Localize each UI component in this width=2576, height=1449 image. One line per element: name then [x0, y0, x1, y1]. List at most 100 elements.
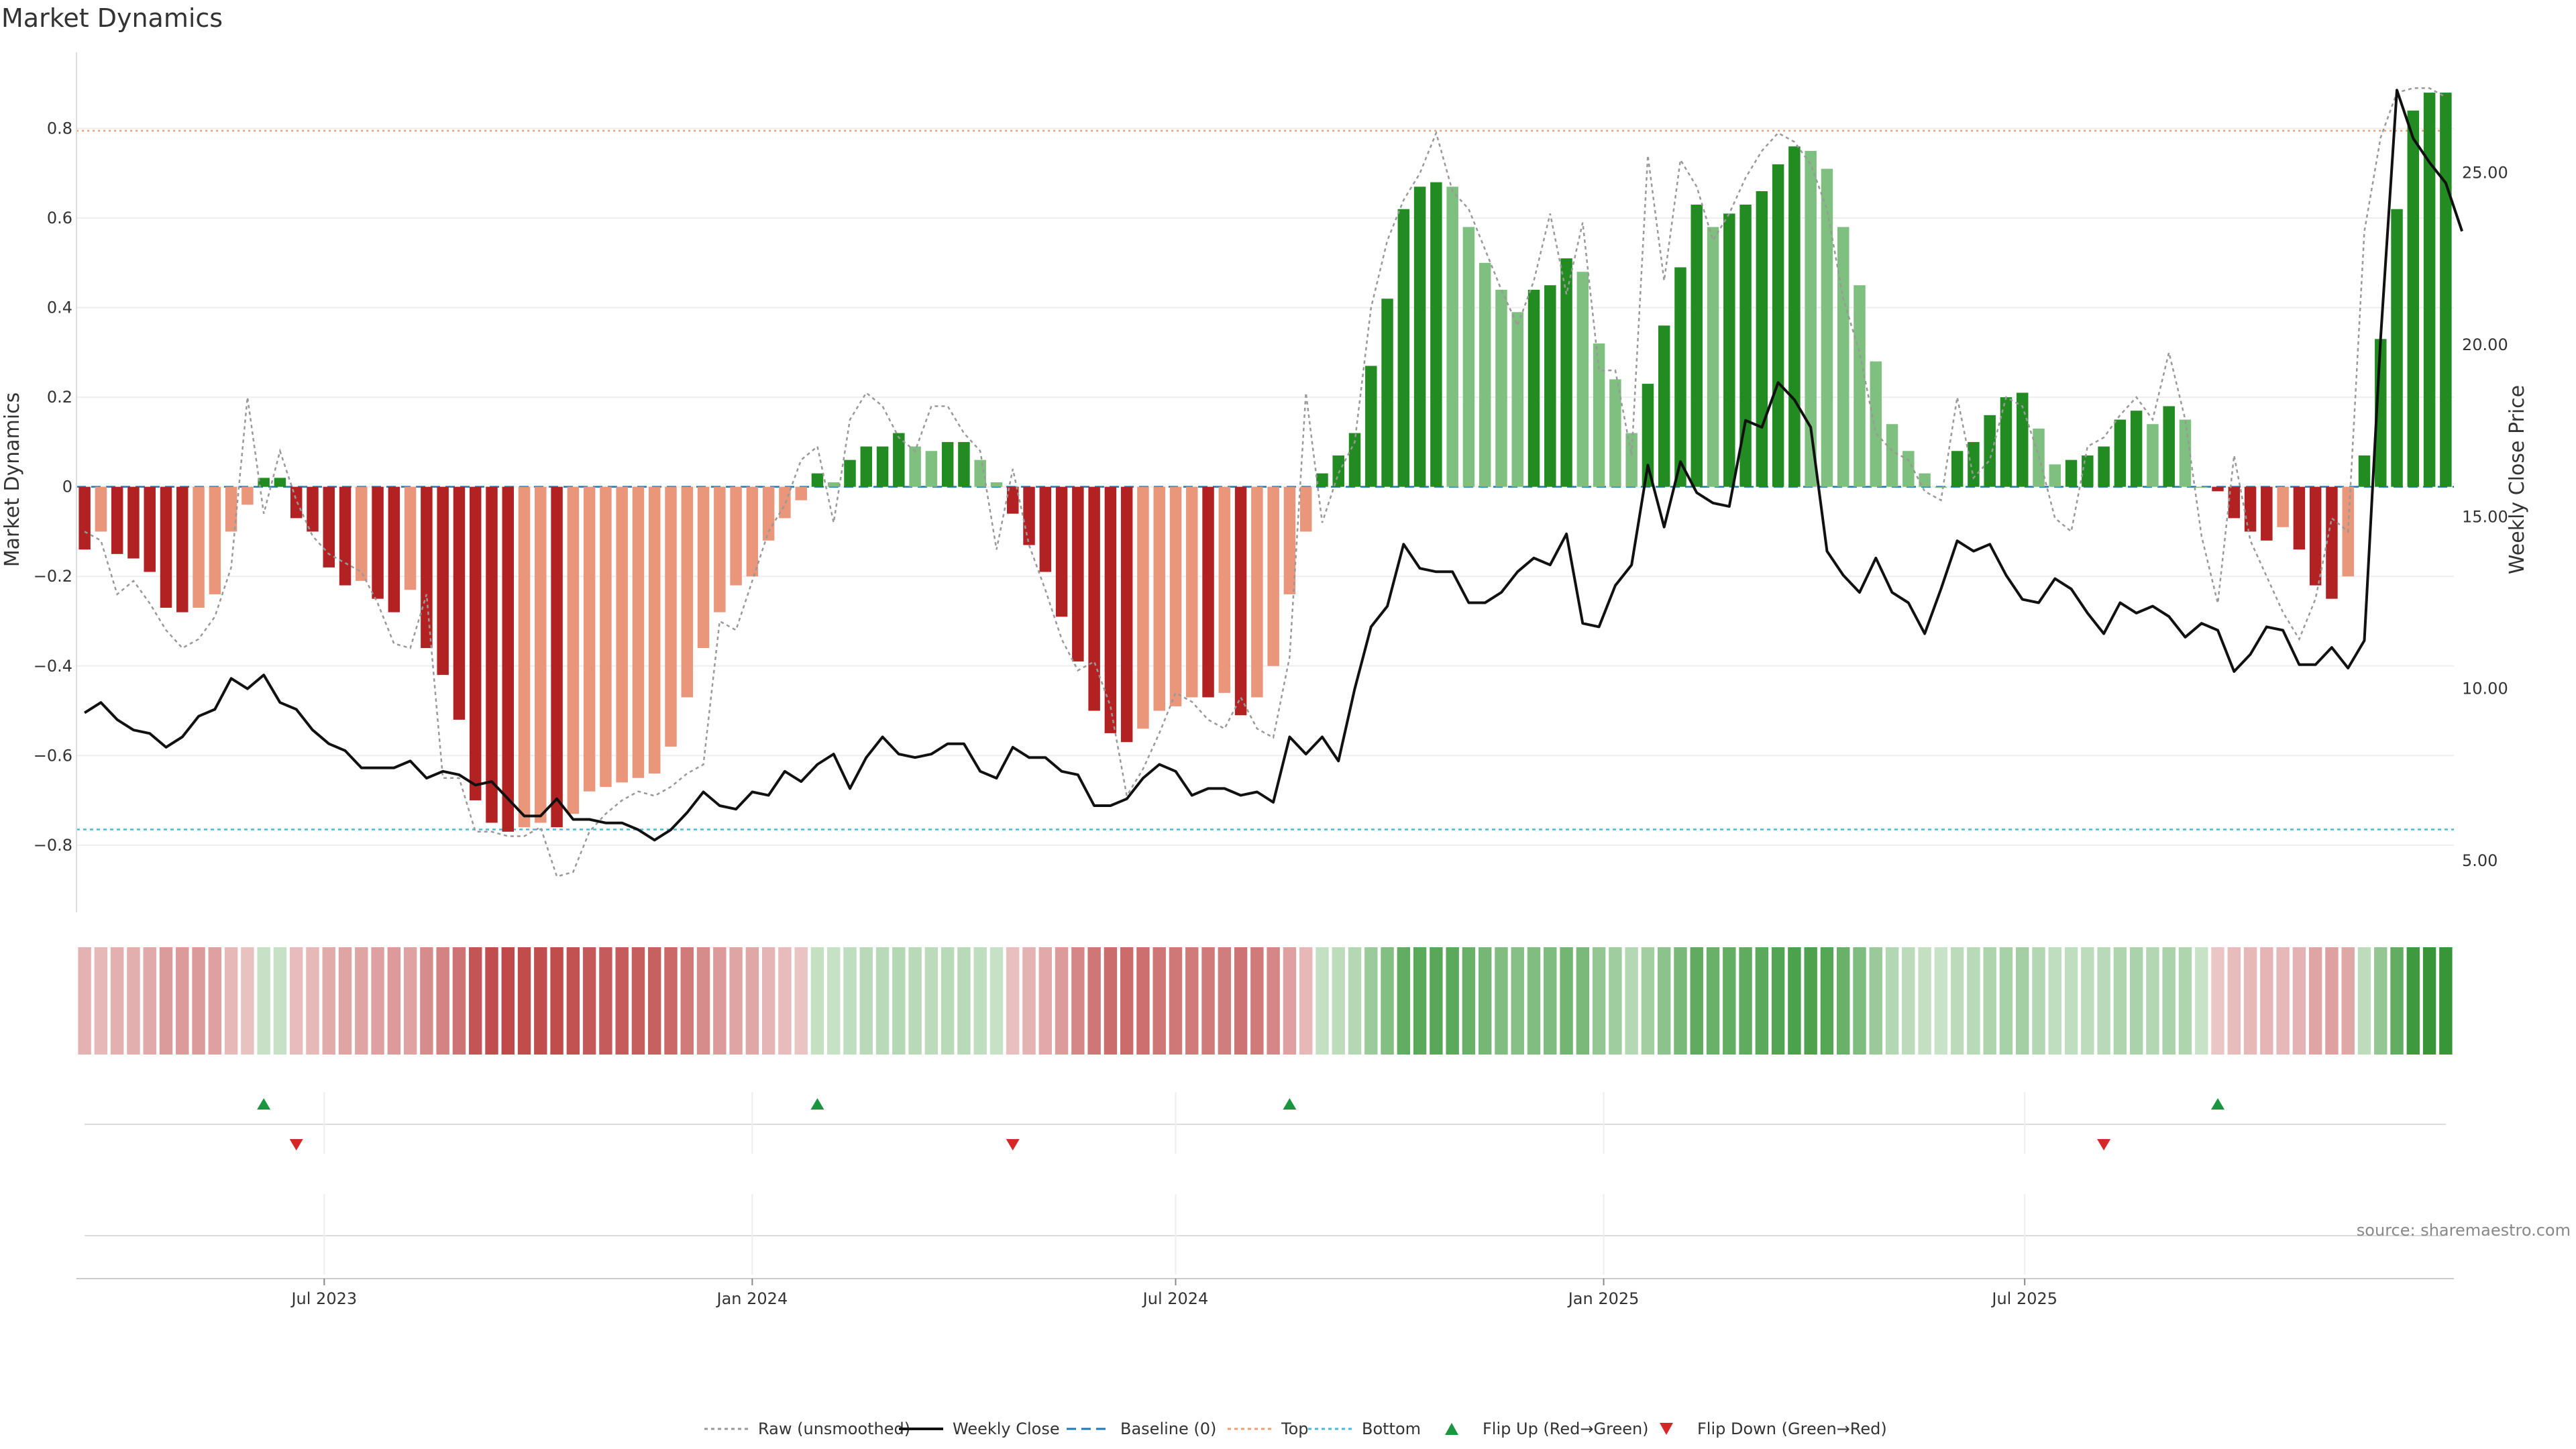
regime-cell [924, 947, 938, 1055]
regime-cell [1397, 947, 1411, 1055]
regime-cell [2439, 947, 2453, 1055]
market-dynamics-bar [2407, 110, 2420, 487]
regime-cell [631, 947, 645, 1055]
market-dynamics-bar [1430, 182, 1442, 487]
market-dynamics-bar [2440, 93, 2452, 487]
y-tick-label: 0.4 [47, 299, 72, 317]
regime-cell [1446, 947, 1459, 1055]
regime-cell [1071, 947, 1085, 1055]
regime-cell [1999, 947, 2013, 1055]
market-dynamics-bar [1951, 451, 1964, 487]
market-dynamics-bar [535, 486, 547, 823]
market-dynamics-bar [518, 486, 531, 828]
regime-cell [2178, 947, 2192, 1055]
market-dynamics-bar [795, 486, 807, 500]
regime-cell [2276, 947, 2290, 1055]
market-dynamics-bar [1381, 299, 1393, 487]
market-dynamics-bar [1919, 473, 1931, 487]
regime-cell [2260, 947, 2273, 1055]
regime-cell [1430, 947, 1443, 1055]
market-dynamics-bar [1332, 455, 1344, 487]
regime-cell [420, 947, 433, 1055]
regime-cell [1364, 947, 1378, 1055]
market-dynamics-bar [225, 486, 237, 532]
regime-cell [599, 947, 612, 1055]
market-dynamics-bar [860, 446, 873, 487]
market-dynamics-bar [1723, 213, 1735, 487]
regime-cell [827, 947, 841, 1055]
regime-cell [371, 947, 384, 1055]
regime-cell [2195, 947, 2208, 1055]
regime-cell [1560, 947, 1573, 1055]
market-dynamics-bar [1479, 262, 1491, 487]
market-dynamics-bar [1837, 227, 1849, 487]
market-dynamics-bar [1299, 486, 1312, 532]
regime-cell [1136, 947, 1150, 1055]
regime-cell [550, 947, 564, 1055]
regime-cell [452, 947, 466, 1055]
market-dynamics-bar [632, 486, 645, 778]
legend-item: Bottom [1308, 1419, 1421, 1438]
market-dynamics-bar [1462, 227, 1475, 487]
market-dynamics-bar [600, 486, 612, 788]
regime-cell [2146, 947, 2159, 1055]
market-dynamics-bar [1707, 227, 1719, 487]
regime-cell [306, 947, 319, 1055]
regime-cell [257, 947, 270, 1055]
regime-cell [989, 947, 1004, 1055]
regime-cell [810, 947, 824, 1055]
regime-cell [2308, 947, 2322, 1055]
regime-cell [615, 947, 629, 1055]
market-dynamics-bar [437, 486, 449, 676]
market-dynamics-bar [909, 446, 921, 487]
x-tick-label: Jul 2024 [1142, 1289, 1209, 1308]
regime-cell [1641, 947, 1655, 1055]
y-right-tick-label: 25.00 [2462, 163, 2508, 182]
market-dynamics-bar [1186, 486, 1198, 698]
market-dynamics-bar [583, 486, 596, 792]
regime-cell [1250, 947, 1264, 1055]
legend-item: Raw (unsmoothed) [704, 1419, 910, 1438]
chart-title: Market Dynamics [1, 3, 223, 33]
market-dynamics-bar [1642, 384, 1654, 487]
market-dynamics-bar [1072, 486, 1084, 662]
market-dynamics-bar [2065, 460, 2078, 487]
market-dynamics-bar [1674, 267, 1686, 487]
legend-swatch-flip-up [1445, 1423, 1458, 1435]
market-dynamics-bar [176, 486, 189, 612]
market-dynamics-bar [958, 441, 970, 487]
regime-cell [2081, 947, 2094, 1055]
market-dynamics-bar [2196, 486, 2208, 488]
market-dynamics-bar [2114, 419, 2127, 487]
market-dynamics-bar [1007, 486, 1019, 514]
regime-cell [501, 947, 515, 1055]
market-dynamics-bar [1413, 186, 1426, 487]
x-axis: Jul 2023 Jan 2024 Jul 2024 Jan 2025 Jul 2025 [76, 1278, 2454, 1308]
regime-cell [2406, 947, 2420, 1055]
regime-cell [1706, 947, 1720, 1055]
market-dynamics-bar [160, 486, 172, 608]
market-dynamics-bar [1609, 379, 1621, 487]
regime-cell [1885, 947, 1899, 1055]
regime-cell [1511, 947, 1524, 1055]
market-dynamics-bar [2423, 93, 2436, 487]
market-dynamics-bar [1397, 209, 1410, 487]
market-dynamics-bar [2391, 209, 2403, 487]
regime-cell [1169, 947, 1183, 1055]
legend-label: Baseline (0) [1120, 1419, 1216, 1438]
regime-cell [387, 947, 401, 1055]
regime-cell [1869, 947, 1882, 1055]
market-dynamics-bar [1935, 486, 1947, 488]
regime-cell [1609, 947, 1622, 1055]
regime-cell [2162, 947, 2176, 1055]
market-dynamics-bar [2358, 455, 2371, 487]
regime-cell [1690, 947, 1703, 1055]
regime-cell [2357, 947, 2371, 1055]
regime-cell [2211, 947, 2224, 1055]
regime-cell [1950, 947, 1964, 1055]
regime-cell [1201, 947, 1215, 1055]
market-dynamics-bar [241, 486, 254, 505]
market-dynamics-bar [1104, 486, 1117, 733]
